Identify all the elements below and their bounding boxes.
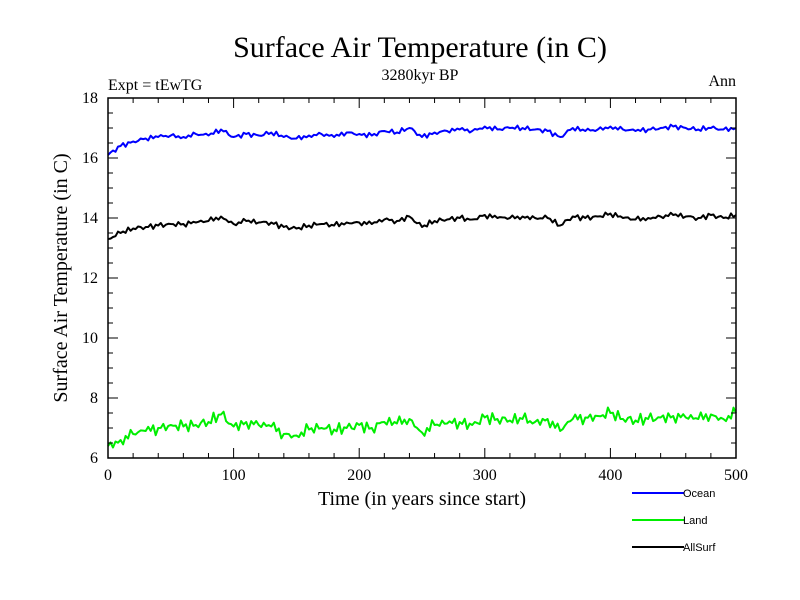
x-tick-label: 100 xyxy=(222,467,246,484)
series-line-ocean xyxy=(107,123,737,156)
y-tick-label: 12 xyxy=(82,270,98,287)
legend-label-land: Land xyxy=(683,515,707,527)
series-line-allsurf xyxy=(107,211,737,240)
y-tick-label: 18 xyxy=(82,90,98,107)
chart-subtitle: 3280kyr BP xyxy=(382,67,459,84)
experiment-label: Expt = tEwTG xyxy=(108,77,203,94)
plot-frame xyxy=(107,97,737,459)
y-tick-label: 14 xyxy=(82,210,98,227)
y-axis-label: Surface Air Temperature (in C) xyxy=(50,153,72,402)
legend: Ocean Land AllSurf xyxy=(632,488,716,554)
season-label: Ann xyxy=(708,73,736,90)
y-tick-label: 10 xyxy=(82,330,98,347)
x-tick-label: 0 xyxy=(104,467,112,484)
series-line-land xyxy=(107,406,737,449)
chart-title: Surface Air Temperature (in C) xyxy=(233,31,607,64)
x-axis-label: Time (in years since start) xyxy=(318,488,526,510)
axes: 0 100 200 300 400 500 6 8 10 12 14 16 18 xyxy=(82,90,748,484)
x-tick-label: 500 xyxy=(724,467,748,484)
legend-label-ocean: Ocean xyxy=(683,488,715,500)
y-tick-label: 16 xyxy=(82,150,98,167)
y-tick-label: 8 xyxy=(90,390,98,407)
x-tick-label: 200 xyxy=(347,467,371,484)
y-tick-label: 6 xyxy=(90,450,98,467)
plot-lines xyxy=(107,123,737,449)
legend-label-allsurf: AllSurf xyxy=(683,542,716,554)
x-tick-label: 400 xyxy=(598,467,622,484)
x-tick-label: 300 xyxy=(473,467,497,484)
